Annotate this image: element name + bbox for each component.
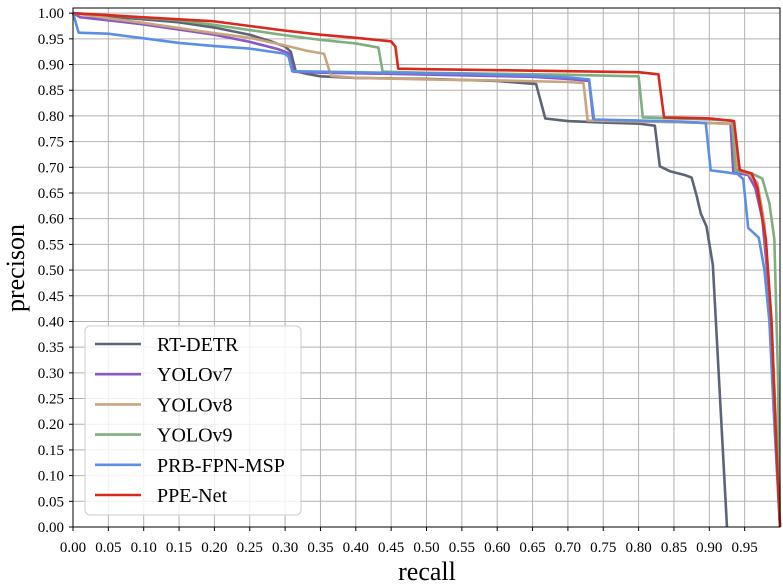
- legend-item-yolov7: YOLOv7: [95, 364, 233, 386]
- y-tick-label: 0.90: [38, 58, 64, 74]
- y-tick-label: 0.00: [38, 520, 64, 536]
- legend-label: RT-DETR: [157, 334, 239, 356]
- y-tick-label: 0.05: [38, 494, 64, 510]
- legend-label: YOLOv9: [157, 425, 233, 447]
- x-tick-label: 0.30: [272, 540, 298, 556]
- y-tick-label: 0.50: [38, 263, 64, 279]
- legend-label: YOLOv7: [157, 364, 233, 386]
- y-tick-label: 1.00: [38, 6, 64, 22]
- x-tick-label: 0.50: [413, 540, 439, 556]
- x-tick-label: 0.15: [166, 540, 192, 556]
- x-tick-label: 0.00: [60, 540, 86, 556]
- legend-item-yolov8: YOLOv8: [95, 394, 233, 416]
- legend: RT-DETR YOLOv7 YOLOv8 YOLOv9 PRB-FPN-MSP PPE-…: [84, 325, 302, 516]
- y-axis-label: precison: [1, 224, 30, 312]
- x-tick-label: 0.75: [590, 540, 616, 556]
- legend-item-prb-fpn-msp: PRB-FPN-MSP: [95, 455, 285, 477]
- series-group: [71, 11, 782, 528]
- y-tick-label: 0.95: [38, 32, 64, 48]
- series-line-prb-fpn-msp: [71, 12, 782, 528]
- x-tick-label: 0.80: [625, 540, 651, 556]
- x-tick-label: 0.65: [519, 540, 545, 556]
- legend-label: PPE-Net: [157, 485, 227, 507]
- x-tick-label: 0.05: [95, 540, 121, 556]
- legend-item-ppe-net: PPE-Net: [95, 485, 227, 507]
- x-tick-label: 0.45: [378, 540, 404, 556]
- x-tick-label: 0.40: [343, 540, 369, 556]
- y-tick-label: 0.15: [38, 443, 64, 459]
- legend-label: PRB-FPN-MSP: [157, 455, 285, 477]
- y-tick-label: 0.20: [38, 417, 64, 433]
- x-tick-label: 0.90: [696, 540, 722, 556]
- y-tick-label: 0.75: [38, 135, 64, 151]
- x-tick-label: 0.55: [449, 540, 475, 556]
- x-tick-label: 0.20: [201, 540, 227, 556]
- legend-item-yolov9: YOLOv9: [95, 425, 233, 447]
- x-tick-label: 0.60: [484, 540, 510, 556]
- y-tick-label: 0.30: [38, 366, 64, 382]
- x-tick-label: 0.70: [555, 540, 581, 556]
- x-tick-label: 0.35: [307, 540, 333, 556]
- series-line-yolov9: [72, 11, 782, 528]
- x-tick-label: 0.25: [237, 540, 263, 556]
- x-tick-label: 0.10: [131, 540, 157, 556]
- y-tick-label: 0.25: [38, 392, 64, 408]
- y-tick-label: 0.80: [38, 109, 64, 125]
- y-tick-label: 0.70: [38, 160, 64, 176]
- axis-ticks: 0.00 0.05 0.10 0.15 0.20 0.25 0.30 0.35 0.40 0.45…: [38, 6, 758, 556]
- y-tick-label: 0.35: [38, 340, 64, 356]
- series-line-ppe-net: [72, 11, 782, 528]
- series-line-rt-detr: [72, 11, 729, 528]
- y-tick-label: 0.55: [38, 237, 64, 253]
- x-axis-label: recall: [398, 557, 456, 586]
- x-tick-label: 0.95: [732, 540, 758, 556]
- y-tick-label: 0.10: [38, 469, 64, 485]
- legend-item-rt-detr: RT-DETR: [95, 334, 239, 356]
- y-tick-label: 0.60: [38, 212, 64, 228]
- y-tick-label: 0.40: [38, 314, 64, 330]
- y-tick-label: 0.65: [38, 186, 64, 202]
- legend-label: YOLOv8: [157, 394, 233, 416]
- y-tick-label: 0.85: [38, 83, 64, 99]
- y-tick-label: 0.45: [38, 289, 64, 305]
- x-tick-label: 0.85: [661, 540, 687, 556]
